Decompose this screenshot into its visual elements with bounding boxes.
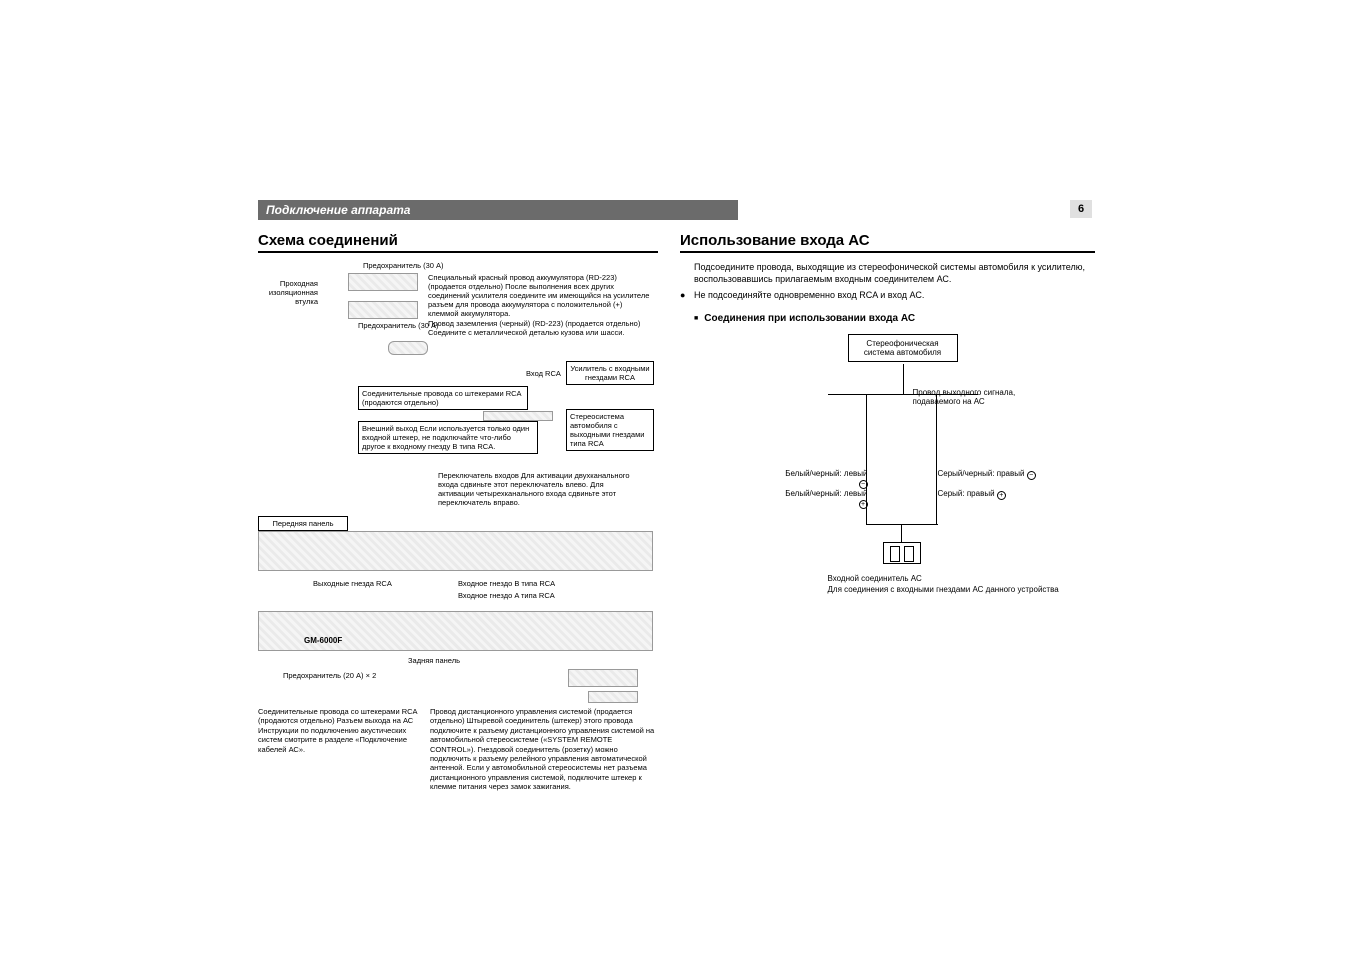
line-v-right — [936, 394, 937, 479]
lbl-fuse20: Предохранитель (20 А) × 2 — [283, 671, 376, 680]
right-bullet: ● Не подсоединяйте одновременно вход RCA… — [680, 289, 1095, 301]
box-amp-rca: Усилитель с входными гнездами RCA — [566, 361, 654, 385]
connector — [883, 542, 921, 564]
line-v-left — [866, 394, 867, 479]
lbl-fuse30-top: Предохранитель (30 А) — [363, 261, 444, 270]
line-h2 — [866, 524, 938, 525]
line-v-merge — [901, 524, 902, 542]
lbl-red-wire: Специальный красный провод аккумулятора … — [428, 273, 653, 318]
line-v-right2 — [936, 479, 937, 524]
img-front-panel — [258, 531, 653, 571]
footer-col-right: Провод дистанционного управления системо… — [430, 707, 658, 791]
caption1: Входной соединитель АС — [828, 574, 1088, 584]
img-fuse-mid — [348, 301, 418, 319]
left-footer: Соединительные провода со штекерами RCA … — [258, 707, 658, 791]
box-rca-cables: Соединительные провода со штекерами RCA … — [358, 386, 528, 410]
line-v-left2 — [866, 479, 867, 524]
right-intro: Подсоедините провода, выходящие из стере… — [694, 261, 1095, 285]
lbl-rear-panel: Задняя панель — [408, 656, 460, 665]
lbl-row2-left: Белый/черный: левый + — [778, 489, 868, 509]
img-rca-pair1 — [483, 411, 553, 421]
img-fuse-top — [348, 273, 418, 291]
page-number: 6 — [1070, 200, 1092, 218]
section-bar: Подключение аппарата — [258, 200, 738, 220]
bullet-dot: ● — [680, 289, 694, 301]
lbl-row2-right: Серый: правый + — [938, 489, 1006, 500]
speaker-input-diagram: Стереофоническая система автомобиля Пров… — [738, 334, 1038, 614]
right-heading: Использование входа АС — [680, 232, 1095, 253]
lbl-grommet: Проходная изоляционная втулка — [258, 279, 318, 306]
lbl-signal: Провод выходного сигнала, подаваемого на… — [913, 388, 1038, 406]
box-car-stereo: Стереосистема автомобиля с выходными гне… — [566, 409, 654, 451]
img-remote-plug — [568, 669, 638, 687]
lbl-row1-right: Серый/черный: правый − — [938, 469, 1036, 480]
footer-col-left: Соединительные провода со штекерами RCA … — [258, 707, 418, 791]
diagram-caption: Входной соединитель АС Для соединения с … — [828, 574, 1088, 595]
left-column: Схема соединений Предохранитель (30 А) П… — [258, 232, 658, 791]
bullet-text: Не подсоединяйте одновременно вход RCA и… — [694, 289, 924, 301]
box-ext-out: Внешний выход Если используется только о… — [358, 421, 538, 454]
right-subheading: Соединения при использовании входа АС — [694, 313, 1095, 324]
lbl-row1-left: Белый/черный: левый − — [778, 469, 868, 489]
img-remote-plug2 — [588, 691, 638, 703]
lbl-ground: Провод заземления (черный) (RD-223) (про… — [428, 319, 653, 337]
lbl-model: GM-6000F — [304, 636, 342, 646]
box-front-panel: Передняя панель — [258, 516, 348, 531]
lbl-rca-out: Выходные гнезда RCA — [313, 579, 392, 588]
box-car-stereo: Стереофоническая система автомобиля — [848, 334, 958, 362]
right-column: Использование входа АС Подсоедините пров… — [680, 232, 1095, 614]
line-top — [903, 364, 904, 394]
lbl-rca-in: Вход RCA — [526, 369, 561, 378]
wiring-diagram: Предохранитель (30 А) Проходная изоляцио… — [258, 261, 658, 701]
lbl-in-b: Входное гнездо B типа RCA — [458, 579, 555, 588]
caption2: Для соединения с входными гнездами АС да… — [828, 585, 1088, 595]
lbl-in-a: Входное гнездо A типа RCA — [458, 591, 555, 600]
img-ring — [388, 341, 428, 355]
lbl-input-switch: Переключатель входов Для активации двухк… — [438, 471, 633, 507]
left-heading: Схема соединений — [258, 232, 658, 253]
lbl-fuse30-mid: Предохранитель (30 А) — [358, 321, 439, 330]
